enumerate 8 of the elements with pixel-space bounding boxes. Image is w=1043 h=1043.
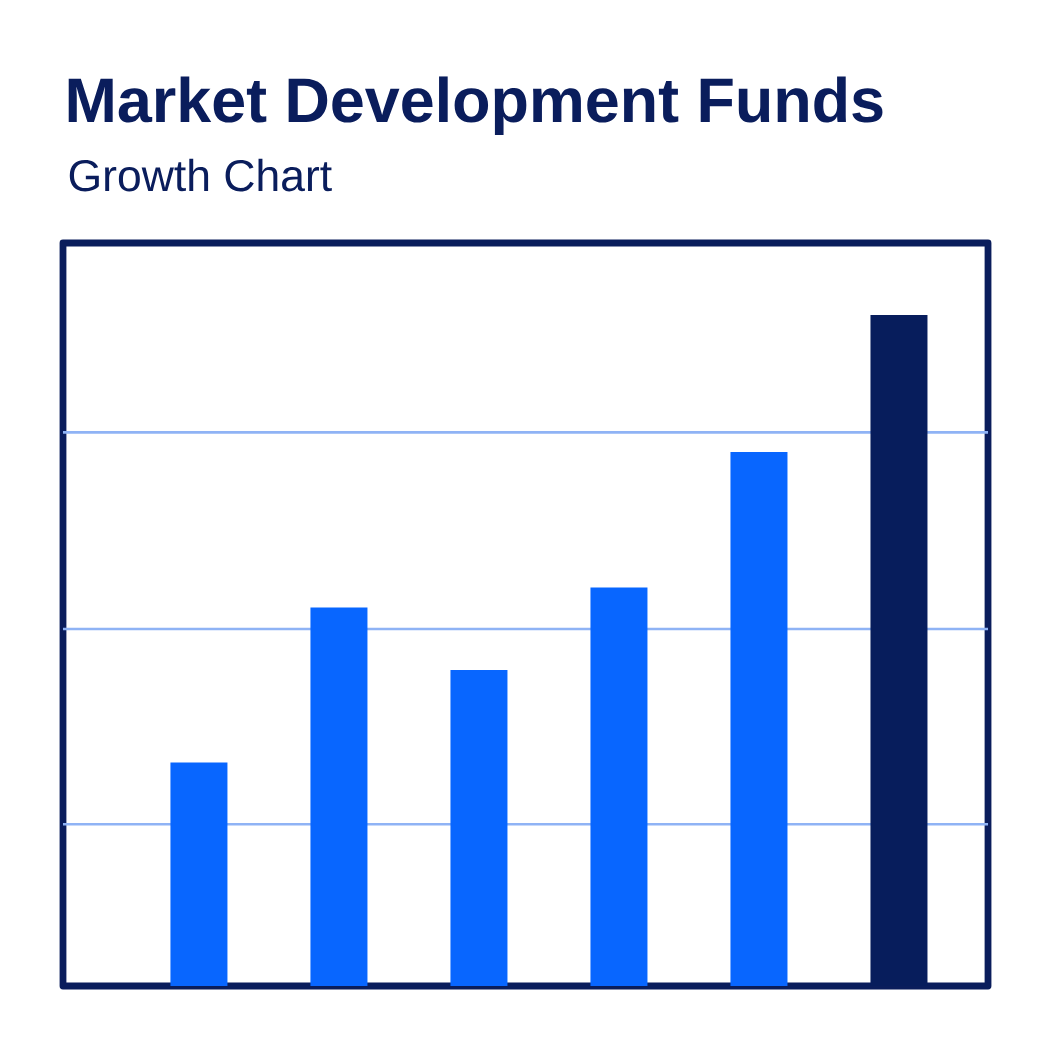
chart-subtitle: Growth Chart xyxy=(69,158,332,192)
bar xyxy=(170,762,228,986)
bar xyxy=(730,451,788,986)
bar xyxy=(870,314,928,986)
bar xyxy=(450,669,508,986)
chart-title: Market Development Funds xyxy=(68,76,883,136)
bar xyxy=(310,607,368,986)
bar xyxy=(590,587,648,986)
